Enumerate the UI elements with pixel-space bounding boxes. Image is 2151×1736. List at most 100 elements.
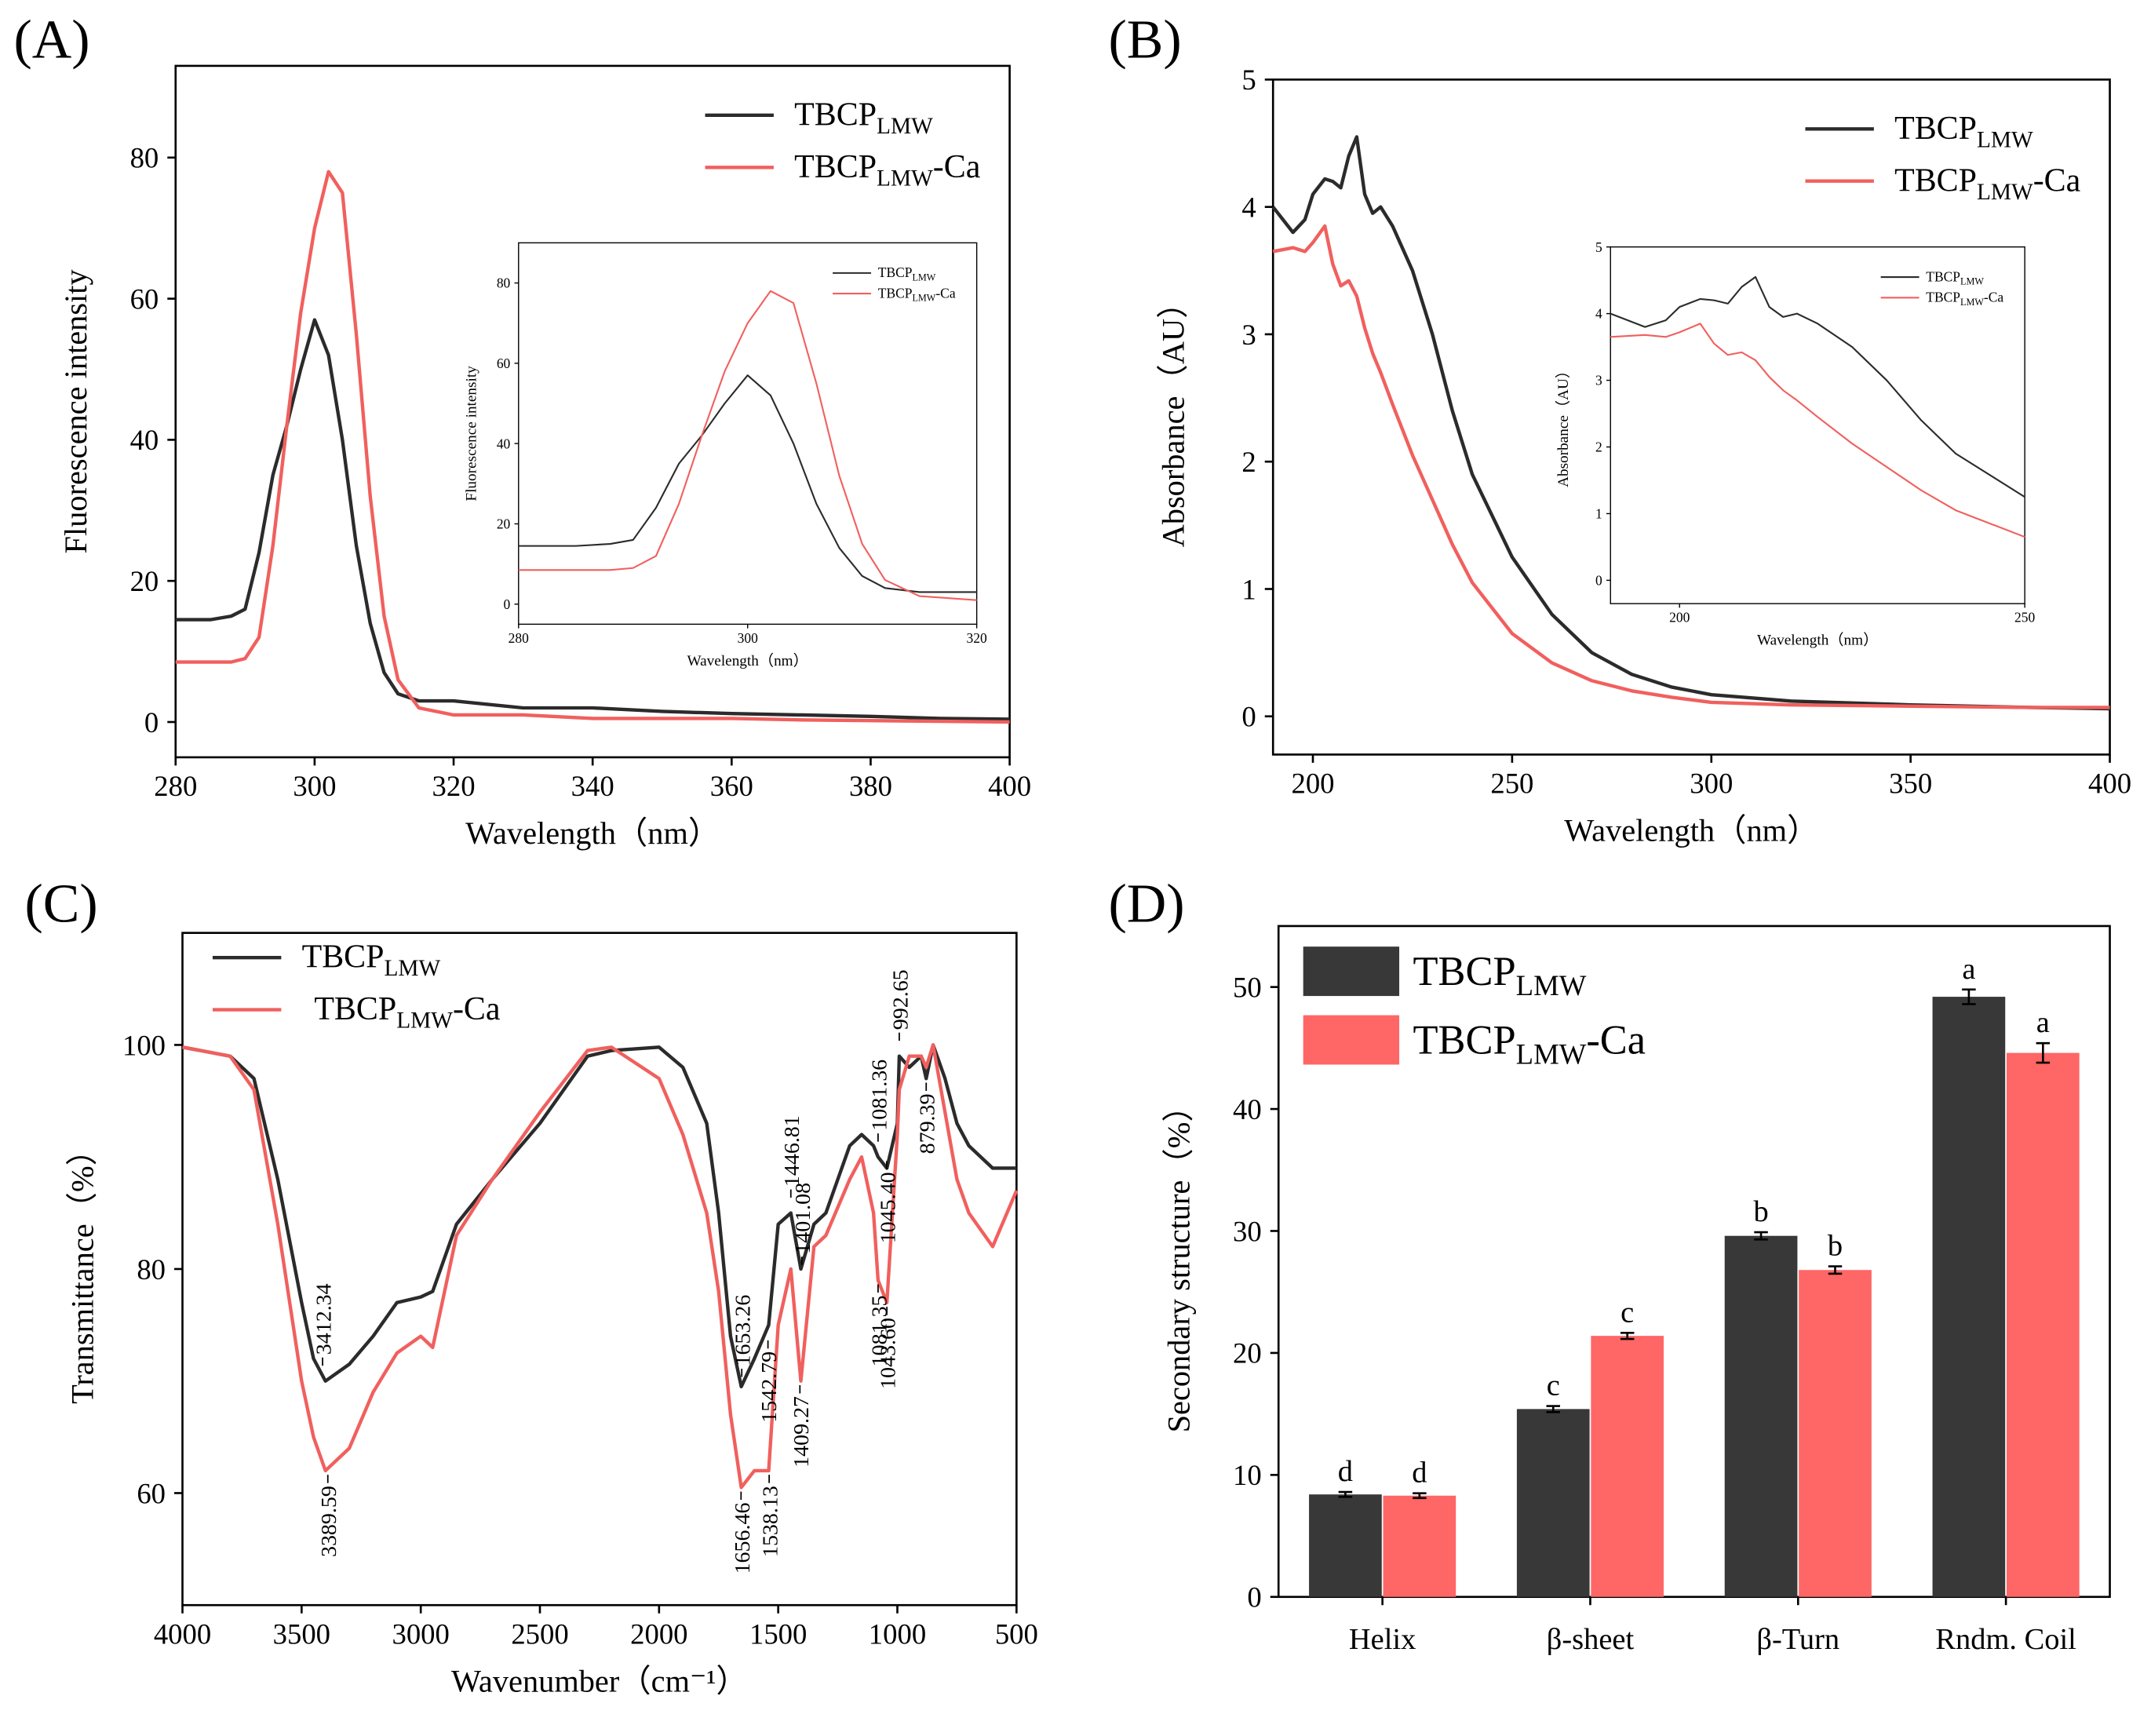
data-line [1610,323,2025,538]
data-line [182,1043,1019,1490]
error-bar [1546,1405,1560,1413]
legend-subscript: LMW [384,956,440,981]
legend-subscript: LMW [1960,276,1984,287]
x-tick-label: β-sheet [1547,1623,1635,1656]
legend-name: TBCP [878,264,913,280]
x-tick-label: β-Turn [1756,1623,1839,1656]
data-line [175,318,1010,721]
x-tick-label: 280 [509,630,529,646]
data-line [182,1043,1017,1389]
legend-label: TBCPLMW [302,939,441,981]
error-bar [1962,988,1976,1005]
legend-label: TBCPLMW-Ca [1926,290,2003,308]
error-bar [1338,1490,1353,1498]
annotation: 879.39 [916,1093,940,1154]
error-bar [1754,1231,1768,1241]
annotation: 1045.40 [876,1172,900,1243]
legend-name: TBCP [794,97,877,133]
y-axis-label: Absorbance（AU） [1555,363,1572,487]
y-tick-label: 0 [144,706,159,739]
x-tick-label: 500 [995,1617,1038,1650]
y-tick-label: 20 [497,516,511,532]
legend-suffix: -Ca [453,991,501,1027]
annotation: 1538.13 [759,1486,783,1557]
annotation: 992.65 [888,969,913,1030]
x-tick-label: 280 [154,770,197,802]
x-tick-label: 1000 [869,1617,926,1650]
x-tick-label: 250 [2014,610,2035,625]
significance-letter: d [1338,1455,1353,1488]
legend-name: TBCP [1926,268,1960,284]
bar [1799,1270,1872,1597]
y-axis-label: Fluorescence intensity [464,366,480,501]
significance-letter: b [1828,1230,1843,1263]
data-line [518,374,977,593]
legend-name: TBCP [314,991,396,1027]
y-tick-label: 40 [1233,1093,1262,1125]
legend-suffix: -Ca [935,285,955,301]
x-tick-label: 4000 [154,1617,211,1650]
y-tick-label: 50 [1233,972,1262,1004]
error-bar [1828,1265,1843,1275]
legend-name: TBCP [878,285,913,301]
panel-label: (C) [24,874,97,935]
y-tick-label: 60 [137,1477,166,1509]
x-tick-label: 200 [1291,767,1334,799]
y-axis-label: Transmittance（%） [65,1134,100,1404]
annotation: 3412.34 [312,1283,337,1355]
x-tick-label: 2500 [511,1617,568,1650]
data-line [1271,135,2110,711]
legend-label: TBCPLMW-Ca [314,991,501,1033]
legend-suffix: -Ca [1586,1018,1646,1063]
x-tick-label: 300 [738,630,758,646]
y-tick-label: 100 [122,1029,166,1061]
x-tick-label: 300 [1690,767,1733,799]
plot-frame [1610,246,2025,604]
significance-letter: a [1962,953,1975,986]
significance-letter: a [2036,1006,2050,1039]
y-axis-label: Fluorescence intensity [58,269,93,554]
bar [1724,1235,1798,1597]
bar [1516,1409,1590,1597]
legend-label: TBCPLMW [794,97,933,138]
panel-label: (D) [1108,874,1184,935]
annotation: 1401.08 [791,1183,815,1254]
legend-label: TBCPLMW-Ca [1894,162,2081,204]
y-tick-label: 1 [1595,506,1602,522]
x-tick-label: 200 [1669,610,1690,625]
legend-name: TBCP [1894,162,1977,199]
significance-letter: c [1547,1369,1560,1402]
y-axis-label: Secondary structure（%） [1161,1090,1196,1432]
x-tick-label: 320 [432,770,476,802]
error-bar [1413,1492,1427,1500]
y-tick-label: 2 [1595,439,1602,455]
legend-name: TBCP [1926,290,1960,305]
legend-swatch [1303,946,1400,997]
annotation: 3389.59 [317,1486,341,1557]
legend-name: TBCP [302,939,385,976]
legend-subscript: LMW [1516,1038,1587,1070]
annotation: 1043.60 [877,1318,901,1389]
y-tick-label: 30 [1233,1215,1262,1247]
significance-letter: c [1621,1296,1634,1329]
significance-letter: d [1412,1457,1427,1490]
y-tick-label: 5 [1595,239,1602,255]
data-line [175,170,1010,724]
y-tick-label: 0 [504,596,511,612]
legend-name: TBCP [1413,1018,1516,1063]
legend-name: TBCP [1413,949,1516,994]
legend-subscript: LMW [877,166,933,191]
y-tick-label: 10 [1233,1459,1262,1491]
legend-name: TBCP [794,149,877,185]
y-axis-label: Absorbance（AU） [1155,286,1190,547]
x-tick-label: Rndm. Coil [1935,1623,2076,1656]
legend-label: TBCPLMW [878,264,936,283]
y-tick-label: 1 [1241,573,1256,605]
annotation: 1653.26 [731,1295,756,1366]
x-tick-label: 3000 [392,1617,449,1650]
y-tick-label: 80 [137,1253,166,1286]
legend-subscript: LMW [912,293,935,304]
data-line [1610,275,2025,498]
